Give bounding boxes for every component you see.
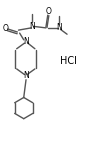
Text: N: N (56, 23, 62, 32)
Text: N: N (30, 22, 35, 31)
Text: O: O (45, 7, 51, 16)
Text: N: N (23, 37, 29, 46)
Text: HCl: HCl (60, 56, 76, 66)
Text: N: N (23, 71, 29, 81)
Text: O: O (2, 24, 8, 33)
